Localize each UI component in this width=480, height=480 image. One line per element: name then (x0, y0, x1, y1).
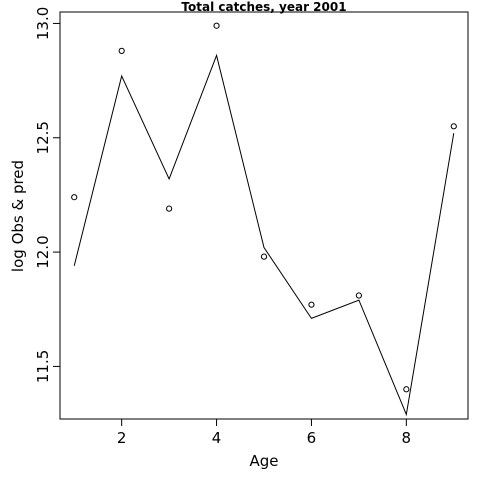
observed-point (308, 301, 315, 308)
observed-point (260, 253, 268, 260)
y-tick-label: 12.0 (34, 235, 52, 268)
observed-point (355, 292, 362, 299)
y-axis-label: log Obs & pred (9, 160, 27, 272)
observed-point (71, 194, 78, 201)
plot-frame (59, 11, 469, 420)
x-axis: 2 4 6 8 (117, 418, 412, 447)
observed-point (166, 205, 173, 212)
y-tick-label: 12.5 (34, 121, 52, 154)
x-tick-label: 8 (402, 429, 412, 447)
y-axis: 11.5 12.0 12.5 13.0 (34, 7, 61, 383)
observed-point (450, 123, 457, 130)
x-axis-label: Age (249, 452, 278, 470)
observed-series (71, 22, 457, 393)
predicted-line (73, 53, 455, 417)
observed-point (403, 386, 410, 393)
y-tick-label: 13.0 (34, 7, 52, 40)
observed-point (118, 47, 125, 54)
y-tick-label: 11.5 (34, 350, 52, 383)
observed-point (213, 22, 220, 29)
x-tick-label: 6 (307, 429, 317, 447)
predicted-series (73, 53, 455, 417)
x-tick-label: 2 (117, 429, 127, 447)
x-tick-label: 4 (212, 429, 222, 447)
chart-title: Total catches, year 2001 (181, 0, 346, 14)
